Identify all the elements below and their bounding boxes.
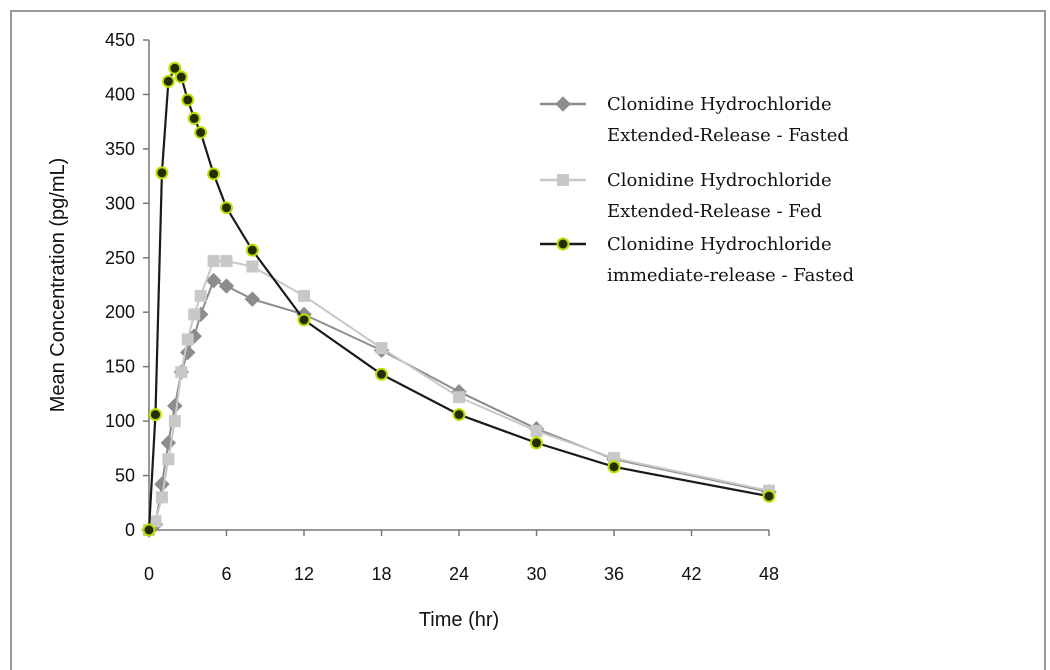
- data-point: [297, 313, 311, 327]
- x-tick-label: 42: [681, 564, 701, 584]
- data-point: [375, 342, 388, 355]
- y-tick-label: 250: [105, 248, 135, 268]
- data-point: [142, 523, 156, 537]
- data-point: [161, 74, 175, 88]
- legend-label: Clonidine Hydrochloride: [607, 234, 832, 255]
- legend-marker: [557, 174, 569, 186]
- y-axis-title: Mean Concentration (pg/mL): [47, 158, 69, 413]
- data-point: [167, 398, 183, 414]
- data-point: [160, 435, 177, 451]
- y-tick-label: 0: [125, 520, 135, 540]
- y-tick-label: 100: [105, 411, 135, 431]
- y-tick-label: 400: [105, 84, 135, 104]
- x-tick-label: 6: [221, 564, 231, 584]
- legend-marker: [555, 96, 571, 112]
- data-point: [375, 367, 388, 381]
- data-point: [530, 424, 543, 437]
- data-point: [244, 291, 261, 307]
- data-point: [181, 93, 195, 107]
- data-point: [154, 476, 170, 492]
- data-point: [220, 201, 233, 215]
- data-point: [194, 126, 208, 140]
- x-tick-label: 30: [526, 564, 546, 584]
- data-point: [148, 408, 162, 422]
- data-point: [175, 366, 188, 379]
- legend-item: Clonidine Hydrochloride Extended-Release …: [540, 170, 832, 222]
- data-point: [218, 278, 235, 294]
- data-point: [162, 453, 175, 466]
- x-tick-label: 12: [294, 564, 314, 584]
- x-tick-label: 48: [759, 564, 779, 584]
- data-point: [181, 333, 194, 346]
- data-point: [174, 70, 188, 84]
- data-point: [155, 166, 169, 180]
- x-tick-label: 24: [449, 564, 469, 584]
- data-point: [220, 255, 233, 268]
- data-point: [530, 436, 543, 450]
- x-axis-title: Time (hr): [419, 609, 499, 631]
- series-line: [147, 66, 770, 531]
- legend-label: immediate-release - Fasted: [607, 265, 854, 286]
- data-point: [155, 491, 168, 504]
- series-line: [148, 279, 770, 531]
- data-point: [205, 272, 222, 289]
- y-tick-label: 450: [105, 30, 135, 50]
- data-point: [187, 111, 201, 125]
- series-1: [141, 272, 777, 538]
- data-point: [246, 260, 259, 273]
- series-2: [143, 255, 775, 536]
- data-point: [168, 415, 181, 428]
- data-point: [453, 391, 465, 404]
- data-point: [180, 344, 196, 361]
- data-point: [168, 61, 182, 75]
- legend-item: Clonidine Hydrochloride immediate-release…: [540, 234, 854, 286]
- data-point: [607, 460, 621, 474]
- legend-label: Clonidine Hydrochloride: [607, 94, 832, 115]
- legend-marker: [556, 237, 570, 251]
- data-point: [298, 289, 310, 302]
- axes: 0 50 100 150 200 250 300 350 400 450 0 6 12 18 24 30 36 4…: [47, 30, 779, 631]
- x-tick-label: 0: [144, 564, 154, 584]
- legend: Clonidine Hydrochloride Extended-Release …: [540, 94, 854, 286]
- series-line: [148, 260, 770, 531]
- y-tick-label: 50: [115, 466, 135, 486]
- data-point: [452, 408, 466, 422]
- data-point: [207, 167, 221, 181]
- data-point: [188, 308, 201, 321]
- y-tick-label: 200: [105, 302, 135, 322]
- legend-label: Extended-Release - Fasted: [607, 125, 849, 146]
- x-tick-label: 18: [371, 564, 391, 584]
- y-tick-label: 300: [105, 193, 135, 213]
- data-point: [245, 243, 259, 257]
- data-point: [194, 289, 207, 302]
- legend-label: Extended-Release - Fed: [607, 201, 822, 222]
- x-tick-label: 36: [604, 564, 624, 584]
- data-point: [762, 489, 776, 503]
- y-tick-label: 150: [105, 357, 135, 377]
- legend-item: Clonidine Hydrochloride Extended-Release …: [540, 94, 849, 146]
- y-tick-label: 350: [105, 139, 135, 159]
- series-layer: [141, 61, 777, 538]
- data-point: [207, 255, 220, 268]
- legend-label: Clonidine Hydrochloride: [607, 170, 832, 191]
- series-3: [142, 61, 776, 537]
